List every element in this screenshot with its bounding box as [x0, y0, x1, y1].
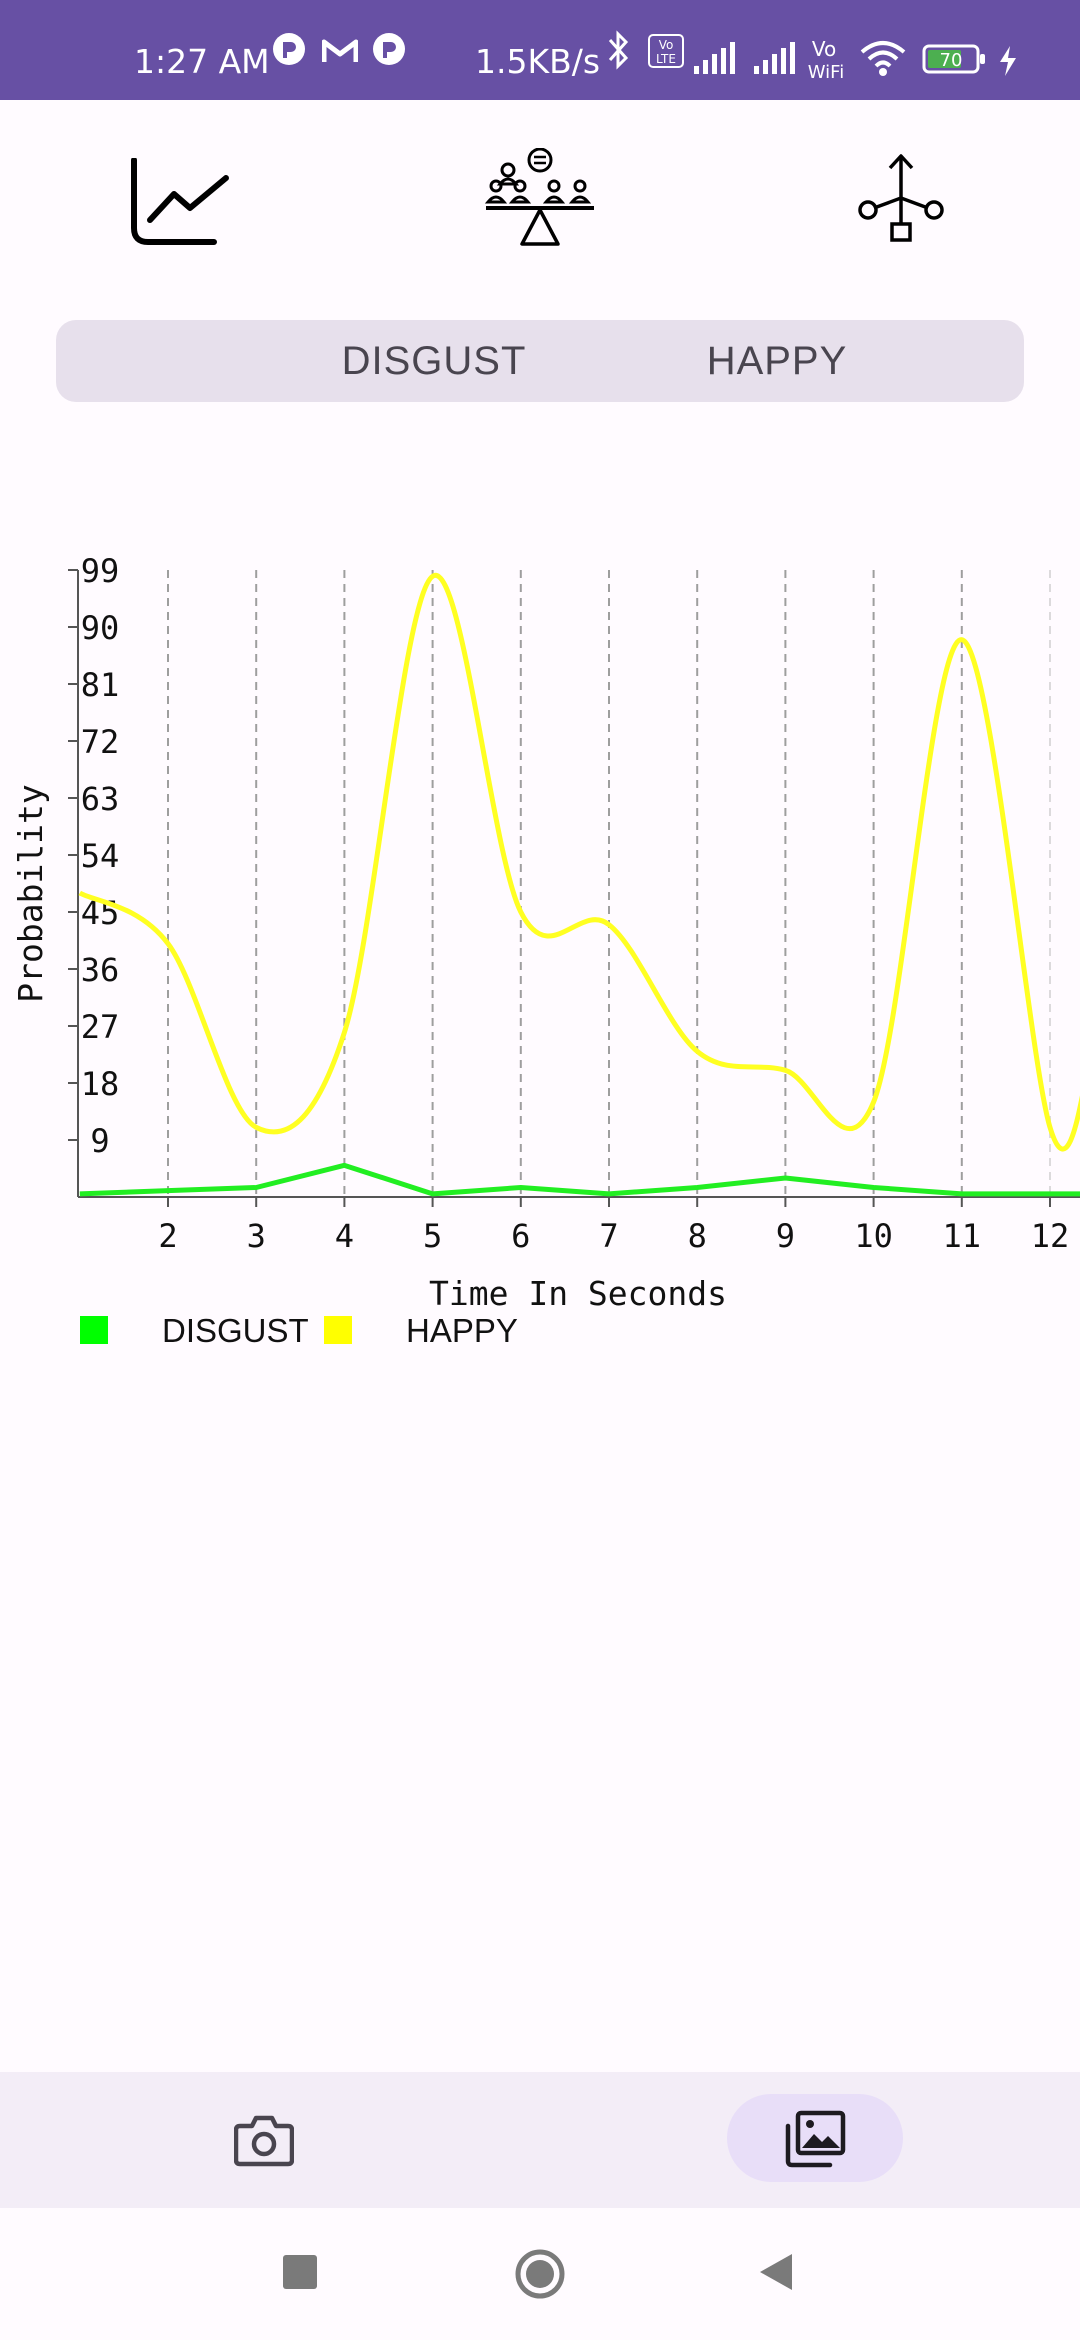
- y-tick-label: 54: [81, 837, 120, 875]
- x-axis-title: Time In Seconds: [429, 1274, 727, 1313]
- y-axis-title: Probability: [11, 784, 50, 1003]
- camera-icon[interactable]: [234, 2112, 294, 2168]
- bottom-navigation: [0, 2072, 1080, 2208]
- legend-swatch-happy: [324, 1316, 352, 1344]
- status-net-speed: 1.5KB/s: [475, 42, 601, 81]
- back-triangle-icon[interactable]: [758, 2252, 794, 2292]
- volte-icon: Vo LTE: [648, 34, 684, 68]
- x-tick-label: 11: [943, 1217, 982, 1255]
- series-line-happy: [78, 573, 1080, 1152]
- y-tick-label: 90: [81, 609, 120, 647]
- legend-swatch-disgust: [80, 1316, 108, 1344]
- bluetooth-icon: [608, 30, 629, 70]
- home-circle-icon[interactable]: [514, 2248, 566, 2300]
- x-tick-label: 12: [1031, 1217, 1070, 1255]
- svg-text:Vo: Vo: [812, 38, 836, 61]
- x-tick-label: 6: [511, 1217, 530, 1255]
- y-tick-label: 81: [81, 666, 120, 704]
- svg-text:Vo: Vo: [659, 38, 674, 52]
- meeting-balance-icon[interactable]: [484, 148, 596, 248]
- status-bar: 1:27 AM 1.5KB/s Vo LTE Vo WiFi: [0, 0, 1080, 100]
- x-tick-label: 3: [247, 1217, 266, 1255]
- status-time: 1:27 AM: [134, 42, 270, 81]
- probability-chart: 9 18 27 36 45 54 63 72 81 90 99 2 3 4 5 6 7 8 9 10 11 12 Time …: [0, 540, 1080, 1370]
- y-tick-label: 63: [81, 780, 120, 818]
- svg-text:WiFi: WiFi: [808, 62, 844, 83]
- emotion-selector: DISGUST HAPPY: [56, 320, 1024, 402]
- system-navigation-bar: [0, 2208, 1080, 2340]
- y-tick-label: 99: [81, 552, 120, 590]
- gallery-icon[interactable]: [784, 2110, 846, 2168]
- recents-square-icon[interactable]: [282, 2254, 318, 2290]
- x-tick-label: 8: [688, 1217, 707, 1255]
- line-chart-icon[interactable]: [128, 158, 232, 246]
- vowifi-icon: Vo WiFi: [808, 38, 844, 83]
- battery-icon: 70: [922, 44, 985, 74]
- y-tick-label: 18: [81, 1065, 120, 1103]
- svg-text:LTE: LTE: [656, 52, 676, 66]
- series-line-disgust: [79, 1162, 1080, 1197]
- x-tick-label: 5: [423, 1217, 442, 1255]
- legend-label-disgust: DISGUST: [162, 1312, 309, 1349]
- gmail-icon: [322, 39, 358, 62]
- wifi-icon: [860, 41, 906, 76]
- y-tick-label: 27: [81, 1008, 120, 1046]
- x-tick-label: 10: [854, 1217, 893, 1255]
- signal-icon: [694, 42, 735, 74]
- battery-level: 70: [940, 50, 963, 71]
- x-tick-label: 7: [599, 1217, 618, 1255]
- segment-happy[interactable]: HAPPY: [706, 339, 848, 383]
- x-tick-label: 4: [335, 1217, 354, 1255]
- segment-disgust[interactable]: DISGUST: [341, 339, 527, 383]
- charging-icon: [1000, 46, 1016, 76]
- signal-icon: [754, 42, 795, 74]
- y-tick-label: 9: [90, 1122, 109, 1160]
- toolbar: [0, 100, 1080, 300]
- x-tick-label: 9: [776, 1217, 795, 1255]
- app-notification-icon: [273, 33, 305, 65]
- y-tick-label: 36: [81, 951, 120, 989]
- y-tick-label: 72: [81, 723, 120, 761]
- x-tick-label: 2: [158, 1217, 177, 1255]
- legend-label-happy: HAPPY: [406, 1312, 518, 1349]
- flow-branch-icon[interactable]: [856, 154, 946, 244]
- app-notification-icon: [373, 33, 405, 65]
